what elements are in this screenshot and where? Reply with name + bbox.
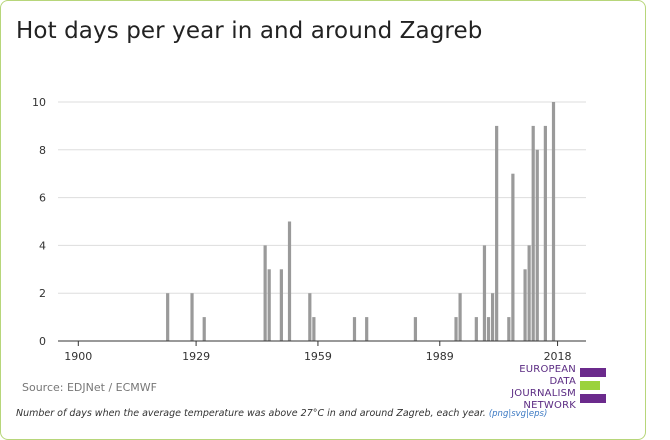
note-text: Number of days when the average temperat… <box>16 408 486 419</box>
source-text: Source: EDJNet / ECMWF <box>22 381 157 394</box>
logo-text: EUROPEAN DATA JOURNALISM NETWORK <box>486 364 576 412</box>
y-tick-label: 0 <box>39 335 46 348</box>
x-tick-label: 1989 <box>426 350 454 363</box>
bar-1946[interactable] <box>263 245 267 341</box>
gridlines <box>58 101 586 294</box>
logo-line-3: NETWORK <box>523 400 576 411</box>
bar-2012[interactable] <box>531 125 535 342</box>
bar-2001[interactable] <box>486 317 491 341</box>
bar-1968[interactable] <box>352 317 357 341</box>
chart-note: Number of days when the average temperat… <box>16 408 547 419</box>
download-links[interactable]: (png|svg|eps) <box>488 409 548 419</box>
logo-line-1: EUROPEAN <box>519 364 576 375</box>
y-tick-label: 10 <box>32 96 46 109</box>
x-tick-label: 2018 <box>544 350 572 363</box>
bar-2007[interactable] <box>511 173 515 341</box>
x-tick-label: 1929 <box>182 350 210 363</box>
bar-1947[interactable] <box>267 269 271 341</box>
bar-2013[interactable] <box>535 149 539 341</box>
bar-2017[interactable] <box>551 102 556 341</box>
bar-1922[interactable] <box>166 293 170 341</box>
chart-title: Hot days per year in and around Zagreb <box>16 18 483 44</box>
bar-2003[interactable] <box>495 125 499 342</box>
logo-line-2: DATA JOURNALISM <box>511 376 576 399</box>
y-tick-label: 4 <box>39 239 46 252</box>
y-tick-label: 8 <box>39 144 46 157</box>
y-tick-labels: 0 2 4 6 8 10 <box>32 96 46 348</box>
bar-2006[interactable] <box>507 317 511 341</box>
y-tick-label: 2 <box>39 287 46 300</box>
bar-1983[interactable] <box>413 317 418 341</box>
x-tick-labels: 1900 1929 1959 1989 2018 <box>64 350 571 363</box>
logo-bar-top <box>580 368 606 377</box>
x-tick-label: 1900 <box>64 350 92 363</box>
logo-bars-icon <box>580 368 606 404</box>
bar-1993[interactable] <box>454 317 458 341</box>
bar-1998[interactable] <box>474 317 478 341</box>
y-tick-label: 6 <box>39 192 46 205</box>
bar-1931[interactable] <box>202 317 206 341</box>
logo-bar-middle <box>580 381 600 390</box>
bar-chart: 0 2 4 6 8 10 1900 1929 1959 1989 2018 <box>32 96 586 363</box>
x-tick-label: 1959 <box>304 350 332 363</box>
bar-1950[interactable] <box>279 269 283 341</box>
bar-2015[interactable] <box>543 125 547 342</box>
bar-2010[interactable] <box>523 269 527 341</box>
bar-2002[interactable] <box>490 293 495 341</box>
bar-1994[interactable] <box>458 293 462 341</box>
bars <box>166 102 556 342</box>
edjnet-logo[interactable]: EUROPEAN DATA JOURNALISM NETWORK <box>486 364 616 411</box>
bar-1958[interactable] <box>312 317 316 341</box>
bar-1957[interactable] <box>308 293 312 341</box>
bar-2011[interactable] <box>527 245 531 341</box>
bar-2000[interactable] <box>482 245 487 341</box>
bar-1952[interactable] <box>287 221 292 342</box>
logo-bar-bottom <box>580 394 606 403</box>
bar-1971[interactable] <box>365 317 369 341</box>
axes <box>58 340 586 346</box>
bar-1928[interactable] <box>190 293 194 341</box>
